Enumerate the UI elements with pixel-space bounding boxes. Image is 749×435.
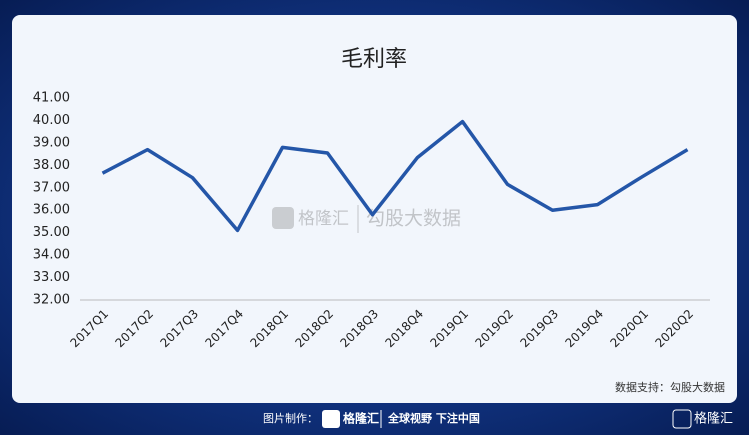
y-tick-label: 36.00 bbox=[33, 203, 70, 218]
corner-brand: 格隆汇 bbox=[694, 411, 733, 427]
y-tick-label: 38.00 bbox=[33, 158, 70, 173]
y-tick-label: 39.00 bbox=[33, 135, 70, 150]
y-tick-label: 40.00 bbox=[33, 113, 70, 128]
chart-title: 毛利率 bbox=[341, 47, 407, 72]
y-tick-label: 41.00 bbox=[33, 91, 70, 106]
footer-label: 图片制作： bbox=[263, 412, 318, 425]
footer-logo bbox=[322, 410, 340, 428]
y-tick-label: 35.00 bbox=[33, 225, 70, 240]
footer-brand: 格隆汇 bbox=[343, 411, 379, 426]
watermark: 格隆汇 勾股大数据 bbox=[272, 205, 461, 233]
source: 数据支持：勾股大数据 bbox=[615, 380, 725, 394]
y-tick-label: 37.00 bbox=[33, 180, 70, 195]
y-tick-label: 34.00 bbox=[33, 248, 70, 263]
watermark-brand: 格隆汇 bbox=[298, 209, 349, 229]
panel bbox=[12, 15, 737, 403]
watermark-logo bbox=[272, 207, 294, 229]
line bbox=[101, 119, 689, 233]
y-tick-label: 33.00 bbox=[33, 270, 70, 285]
y-tick-label: 32.00 bbox=[33, 293, 70, 308]
corner-logo bbox=[672, 409, 692, 429]
footer-slogan: 全球视野 下注中国 bbox=[387, 411, 480, 425]
watermark-partner: 勾股大数据 bbox=[366, 208, 461, 230]
